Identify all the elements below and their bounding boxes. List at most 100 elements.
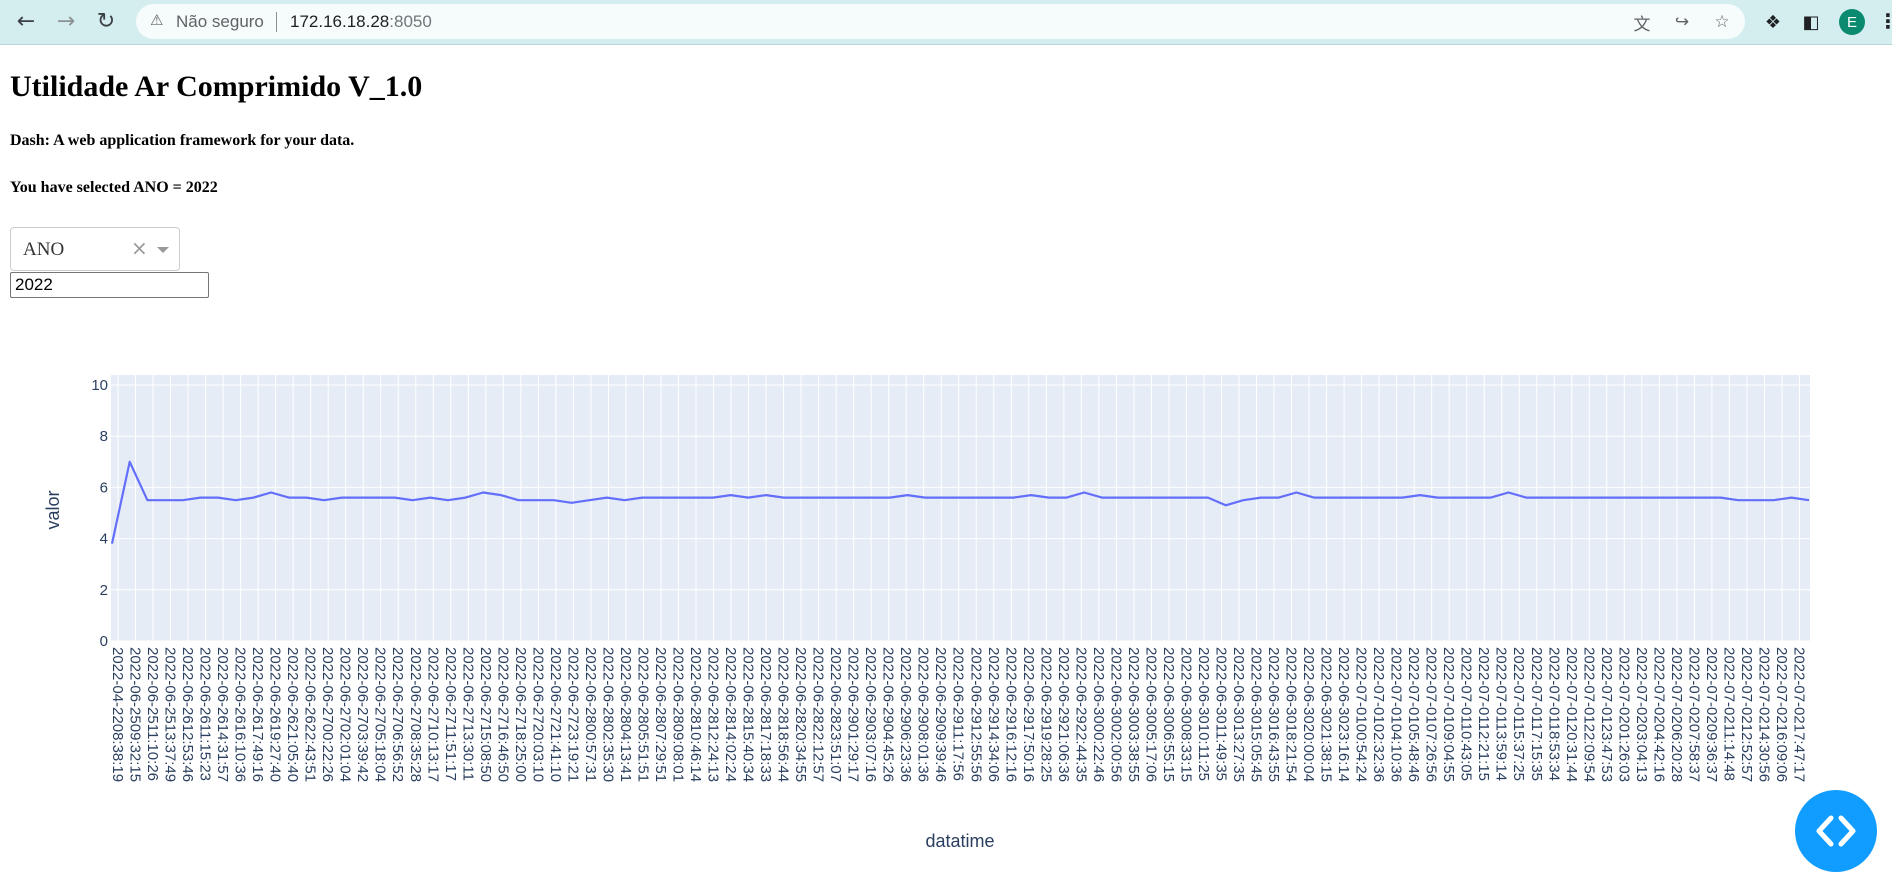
- menu-icon[interactable]: ⋮: [1878, 9, 1892, 33]
- x-tick-label: 2022-06-2708:35:28: [407, 647, 424, 782]
- dropdown-selected-value: ANO: [23, 239, 65, 260]
- extensions-icon[interactable]: ❖: [1764, 11, 1782, 33]
- browser-toolbar: ← → ↻ ⚠ Não seguro 172.16.18.28:8050 文 ↪…: [0, 0, 1892, 45]
- x-tick-label: 2022-06-2901:29:17: [845, 647, 862, 782]
- x-tick-label: 2022-06-2617:49:16: [249, 647, 266, 782]
- x-tick-label: 2022-06-2621:05:40: [284, 647, 301, 782]
- star-icon[interactable]: ☆: [1714, 12, 1730, 32]
- x-tick-label: 2022-06-2909:39:46: [932, 647, 949, 782]
- avatar[interactable]: E: [1839, 9, 1865, 35]
- warning-icon[interactable]: ⚠: [150, 11, 164, 29]
- x-tick-label: 2022-06-2820:34:55: [792, 647, 809, 782]
- chevron-down-icon[interactable]: [157, 247, 169, 253]
- y-tick-label: 0: [100, 633, 108, 650]
- x-tick-label: 2022-06-2619:27:40: [267, 647, 284, 782]
- dash-debug-button[interactable]: [1795, 790, 1877, 872]
- plot-background: [111, 375, 1810, 641]
- x-tick-label: 2022-06-2822:12:57: [810, 647, 827, 782]
- forward-icon[interactable]: →: [56, 8, 76, 34]
- x-tick-label: 2022-06-2805:51:51: [634, 647, 651, 782]
- x-tick-label: 2022-06-2804:13:41: [617, 647, 634, 782]
- x-tick-label: 2022-06-2823:51:07: [827, 647, 844, 782]
- x-tick-label: 2022-06-2921:06:36: [1055, 647, 1072, 782]
- selection-output: You have selected ANO = 2022: [10, 179, 218, 196]
- x-ticks: 2022-04-2208:38:19 2022-06-2509:32:15 2022…: [109, 647, 1807, 782]
- x-tick-label: 2022-06-2807:29:51: [652, 647, 669, 782]
- x-tick-label: 2022-07-0201:26:03: [1615, 647, 1632, 782]
- security-label[interactable]: Não seguro: [176, 12, 264, 31]
- share-icon[interactable]: ↪: [1674, 12, 1690, 32]
- x-tick-label: 2022-06-2513:37:49: [162, 647, 179, 782]
- x-tick-label: 2022-06-2810:46:14: [687, 647, 704, 782]
- x-tick-label: 2022-07-0123:47:53: [1598, 647, 1615, 782]
- code-icon: [1816, 815, 1856, 847]
- x-tick-label: 2022-07-0214:30:56: [1755, 647, 1772, 782]
- x-tick-label: 2022-06-2809:08:01: [669, 647, 686, 782]
- x-tick-label: 2022-06-2723:19:21: [564, 647, 581, 782]
- x-tick-label: 2022-06-2922:44:35: [1072, 647, 1089, 782]
- translate-icon[interactable]: 文: [1633, 14, 1651, 35]
- y-tick-label: 2: [100, 582, 108, 599]
- url-host: 172.16.18.28: [290, 12, 390, 31]
- x-tick-label: 2022-06-2700:22:26: [319, 647, 336, 782]
- x-axis-title: datatime: [925, 831, 994, 851]
- x-tick-label: 2022-06-2914:34:06: [985, 647, 1002, 782]
- grid-y: [111, 384, 1810, 642]
- x-tick-label: 2022-06-2702:01:04: [337, 647, 354, 782]
- x-tick-label: 2022-06-2720:03:10: [529, 647, 546, 782]
- y-tick-label: 4: [100, 531, 108, 548]
- address-bar[interactable]: ⚠ Não seguro 172.16.18.28:8050 文 ↪ ☆: [136, 4, 1745, 39]
- x-tick-label: 2022-06-2710:13:17: [424, 647, 441, 782]
- x-tick-label: 2022-06-2912:55:56: [967, 647, 984, 782]
- x-tick-label: 2022-07-0110:43:05: [1458, 647, 1475, 781]
- x-tick-label: 2022-07-0216:09:06: [1773, 647, 1790, 782]
- x-tick-label: 2022-07-0112:21:15: [1475, 647, 1492, 781]
- x-tick-label: 2022-06-3008:33:15: [1177, 647, 1194, 782]
- x-tick-label: 2022-06-2917:50:16: [1020, 647, 1037, 782]
- x-tick-label: 2022-07-0113:59:14: [1493, 647, 1510, 781]
- x-tick-label: 2022-06-3013:27:35: [1230, 647, 1247, 782]
- page-subtitle: Dash: A web application framework for yo…: [10, 132, 355, 149]
- page-title: Utilidade Ar Comprimido V_1.0: [10, 70, 423, 103]
- x-tick-label: 2022-06-3020:00:04: [1300, 647, 1317, 782]
- url-text[interactable]: 172.16.18.28:8050: [290, 12, 432, 32]
- x-tick-label: 2022-07-0100:54:24: [1353, 647, 1370, 782]
- x-tick-label: 2022-06-2904:45:26: [880, 647, 897, 782]
- x-tick-label: 2022-06-2616:10:36: [232, 647, 249, 782]
- x-tick-label: 2022-07-0105:48:46: [1405, 647, 1422, 782]
- x-tick-label: 2022-06-3011:49:35: [1212, 647, 1229, 781]
- x-tick-label: 2022-06-2715:08:50: [477, 647, 494, 782]
- x-tick-label: 2022-06-2815:40:34: [740, 647, 757, 782]
- year-input[interactable]: [10, 272, 209, 298]
- x-tick-label: 2022-06-2706:56:52: [389, 647, 406, 782]
- x-tick-label: 2022-06-2713:30:11: [459, 647, 476, 781]
- x-tick-label: 2022-07-0209:36:37: [1703, 647, 1720, 782]
- x-tick-label: 2022-06-3002:00:56: [1107, 647, 1124, 782]
- x-tick-label: 2022-06-2812:24:13: [705, 647, 722, 782]
- x-tick-label: 2022-07-0118:53:34: [1545, 647, 1562, 781]
- x-tick-label: 2022-06-3000:22:46: [1090, 647, 1107, 782]
- x-tick-label: 2022-06-2916:12:16: [1002, 647, 1019, 782]
- clear-icon[interactable]: ×: [131, 236, 148, 260]
- x-tick-label: 2022-06-3005:17:06: [1142, 647, 1159, 782]
- x-tick-label: 2022-06-3010:11:25: [1195, 647, 1212, 781]
- year-dropdown[interactable]: ANO ×: [10, 227, 180, 271]
- reload-icon[interactable]: ↻: [96, 8, 116, 34]
- x-tick-label: 2022-07-0120:31:44: [1563, 647, 1580, 782]
- x-tick-label: 2022-06-2705:18:04: [372, 647, 389, 782]
- x-tick-label: 2022-06-3015:05:45: [1248, 647, 1265, 782]
- y-ticks: 0 2 4 6 8 10: [91, 377, 108, 650]
- series-line[interactable]: [110, 460, 1810, 544]
- y-tick-label: 8: [100, 428, 108, 445]
- x-tick-label: 2022-06-2906:23:36: [897, 647, 914, 782]
- x-tick-label: 2022-06-2611:15:23: [197, 647, 214, 781]
- x-tick-label: 2022-06-2814:02:24: [722, 647, 739, 782]
- side-panel-icon[interactable]: ◧: [1802, 11, 1820, 33]
- y-tick-label: 6: [100, 479, 108, 496]
- x-tick-label: 2022-06-2919:28:25: [1037, 647, 1054, 782]
- line-chart[interactable]: 0 2 4 6 8 10 2022-04-2208:38:19 2022-06-2509:3…: [0, 320, 1892, 860]
- x-tick-label: 2022-06-2622:43:51: [302, 647, 319, 782]
- x-tick-label: 2022-07-0204:42:16: [1650, 647, 1667, 782]
- back-icon[interactable]: ←: [16, 8, 36, 34]
- x-tick-label: 2022-06-2721:41:10: [547, 647, 564, 782]
